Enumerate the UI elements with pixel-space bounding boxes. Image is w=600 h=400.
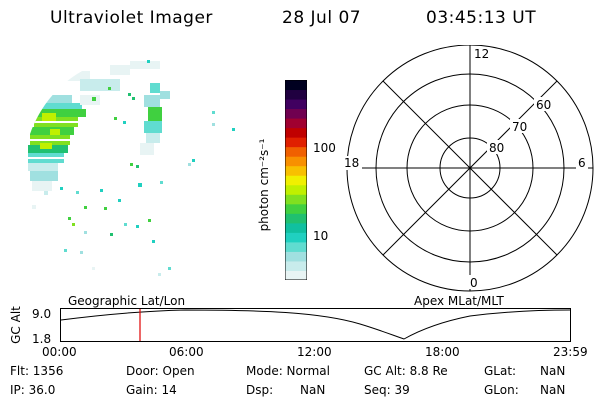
time-tick-0: 00:00 [42, 345, 77, 359]
left-frame-label: Geographic Lat/Lon [68, 294, 186, 308]
timeline-ylabel: GC Alt [9, 306, 23, 344]
colorbar-band [285, 165, 307, 176]
colorbar-band [285, 80, 307, 91]
colorbar-band [285, 213, 307, 224]
auroral-image-geographic [26, 60, 235, 276]
dsp-label: Dsp: [246, 383, 274, 397]
timeline-y-bottom: 1.8 [32, 332, 52, 346]
time-label: 03:45:13 UT [426, 8, 537, 28]
right-frame-label: Apex MLat/MLT [414, 294, 504, 308]
polar-diag-2 [382, 80, 558, 256]
colorbar-band [285, 156, 307, 167]
time-tick-3: 18:00 [425, 345, 460, 359]
glon-value: NaN [540, 383, 566, 397]
door-status: Door: Open [126, 364, 195, 378]
colorbar-band [285, 89, 307, 100]
colorbar-band [285, 146, 307, 157]
lat-label-80: 80 [489, 141, 504, 155]
gc-alt-readout: GC Alt: 8.8 Re [364, 364, 448, 378]
glat-label: GLat: [484, 364, 517, 378]
mlt-label-18: 18 [344, 156, 359, 170]
lat-label-70: 70 [512, 120, 527, 134]
intensity-colorbar [285, 80, 307, 280]
colorbar-tick-10: 10 [313, 229, 329, 243]
date-label: 28 Jul 07 [282, 8, 362, 28]
mlt-label-12: 12 [474, 47, 489, 61]
mlt-label-0: 0 [470, 276, 478, 290]
colorbar-unit-label: photon cm⁻²s⁻¹ [257, 138, 271, 232]
colorbar-band [285, 127, 307, 138]
colorbar-band [285, 232, 307, 243]
colorbar-band [285, 108, 307, 119]
time-tick-4: 23:59 [553, 345, 588, 359]
altitude-curve [60, 309, 571, 340]
orbit-altitude-timeline [60, 308, 571, 342]
colorbar-band [285, 194, 307, 205]
glon-label: GLon: [484, 383, 519, 397]
polar-grid-plot: 12 18 6 0 60 70 80 [342, 45, 594, 292]
colorbar-band [285, 251, 307, 262]
time-tick-1: 06:00 [169, 345, 204, 359]
colorbar-band [285, 260, 307, 271]
colorbar-gradient [285, 80, 307, 280]
gain-readout: Gain: 14 [126, 383, 177, 397]
glat-value: NaN [540, 364, 566, 378]
colorbar-band [285, 184, 307, 195]
colorbar-band [285, 270, 307, 280]
flight-number: Flt: 1356 [10, 364, 64, 378]
colorbar-band [285, 118, 307, 129]
auroral-pixel-layer [26, 60, 235, 276]
lat-label-60: 60 [536, 98, 551, 112]
timeline-y-top: 9.0 [32, 307, 52, 321]
colorbar-band [285, 222, 307, 233]
colorbar-band [285, 175, 307, 186]
seq-readout: Seq: 39 [364, 383, 410, 397]
colorbar-tick-100: 100 [313, 141, 336, 155]
colorbar-band [285, 99, 307, 110]
mode-status: Mode: Normal [246, 364, 330, 378]
colorbar-band [285, 137, 307, 148]
colorbar-band [285, 241, 307, 252]
time-tick-2: 12:00 [297, 345, 332, 359]
instrument-title: Ultraviolet Imager [50, 8, 213, 28]
mlt-label-6: 6 [578, 156, 586, 170]
dsp-value: NaN [300, 383, 326, 397]
colorbar-band [285, 203, 307, 214]
ip-readout: IP: 36.0 [10, 383, 56, 397]
